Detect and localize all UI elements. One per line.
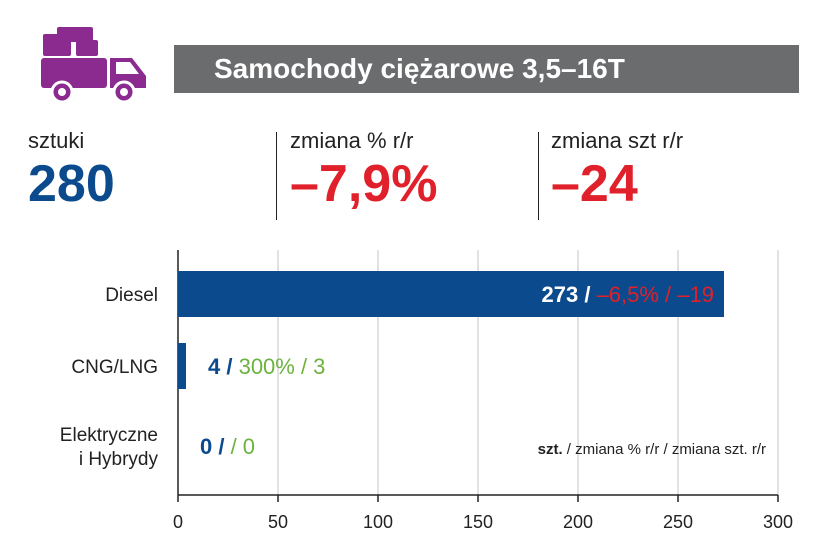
x-tick-label: 50	[268, 512, 288, 532]
x-tick-label: 100	[363, 512, 393, 532]
category-label: CNG/LNG	[71, 357, 158, 378]
bar	[178, 343, 186, 389]
bar	[178, 271, 724, 317]
category-label: Diesel	[105, 285, 158, 306]
stat-abs-change-value: –24	[551, 155, 638, 213]
stat-pct-change-label: zmiana % r/r	[290, 128, 414, 153]
data-label: 4 / 300% / 3	[208, 354, 325, 379]
page-title: Samochody ciężarowe 3,5–16T	[174, 45, 799, 93]
stat-units-value: 280	[28, 155, 115, 213]
stat-units: sztuki 280	[28, 128, 115, 212]
chart-legend: szt. / zmiana % r/r / zmiana szt. r/r	[538, 441, 766, 458]
x-tick-label: 250	[663, 512, 693, 532]
stat-abs-change-label: zmiana szt r/r	[551, 128, 684, 153]
x-tick-label: 0	[173, 512, 183, 532]
x-tick-label: 150	[463, 512, 493, 532]
x-tick-label: 300	[763, 512, 793, 532]
stat-pct-change: zmiana % r/r –7,9%	[290, 128, 437, 212]
data-label: 273 / –6,5% / –19	[542, 282, 714, 307]
data-label: 0 / / 0	[200, 434, 255, 459]
truck-icon	[41, 27, 146, 104]
x-tick-label: 200	[563, 512, 593, 532]
stat-abs-change: zmiana szt r/r –24	[551, 128, 683, 212]
divider	[276, 132, 277, 220]
divider	[538, 132, 539, 220]
stat-pct-change-value: –7,9%	[290, 155, 438, 213]
stat-units-label: sztuki	[28, 128, 85, 153]
category-label: Elektryczne i Hybrydy	[60, 425, 159, 470]
